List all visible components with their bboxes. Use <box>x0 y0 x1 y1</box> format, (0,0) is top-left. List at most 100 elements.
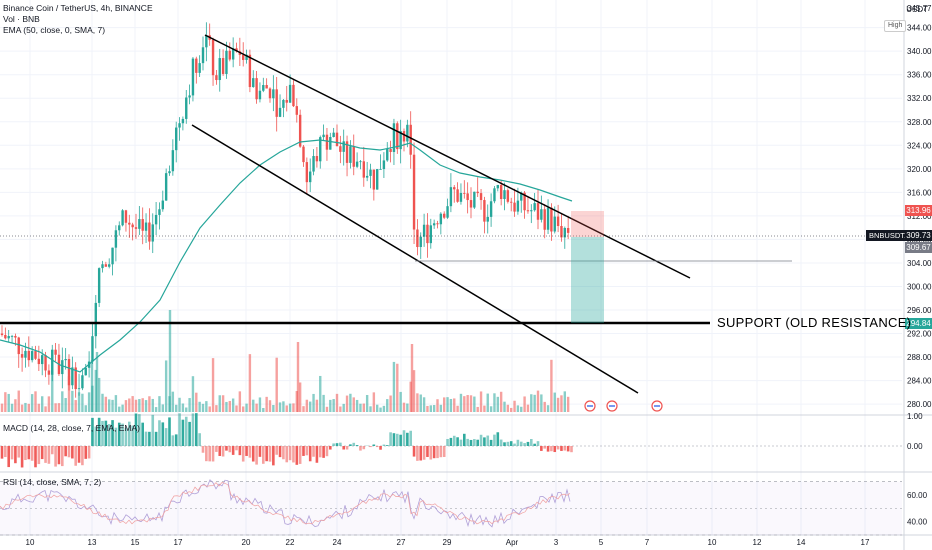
ema-legend[interactable]: EMA (50, close, 0, SMA, 7) <box>3 25 106 35</box>
volume-bar <box>262 407 265 412</box>
macd-histogram-bar <box>218 446 222 456</box>
volume-bar <box>134 399 138 412</box>
candle-body <box>386 149 389 161</box>
candle-body <box>486 216 489 222</box>
macd-histogram-bar <box>318 446 322 458</box>
volume-bar <box>154 407 158 412</box>
volume-bar <box>309 401 312 412</box>
volume-bar <box>409 381 412 412</box>
macd-histogram-bar <box>355 445 359 446</box>
candle-body <box>94 302 97 337</box>
candle-body <box>258 90 262 100</box>
volume-bar <box>0 403 4 412</box>
symbol-legend[interactable]: Binance Coin / TetherUS, 4h, BINANCE <box>3 3 153 13</box>
candle-body <box>275 89 278 117</box>
macd-histogram-bar <box>516 439 520 446</box>
candle-body <box>449 187 453 207</box>
candle-body <box>161 200 164 210</box>
volume-bar <box>51 370 54 412</box>
candle-body <box>41 355 44 365</box>
volume-bar <box>499 391 503 412</box>
volume-bar <box>272 404 275 412</box>
macd-histogram-bar <box>409 430 412 446</box>
volume-bar <box>81 393 84 412</box>
volume-bar <box>151 398 154 412</box>
candle-body <box>359 161 362 163</box>
macd-histogram-bar <box>396 433 399 446</box>
macd-histogram-bar <box>221 446 225 457</box>
macd-histogram-bar <box>91 417 94 446</box>
macd-histogram-bar <box>399 434 402 446</box>
candle-body <box>563 227 566 238</box>
candle-body <box>553 216 556 232</box>
volume-bar <box>469 395 473 412</box>
candle-body <box>255 78 258 100</box>
candle-body <box>443 213 446 218</box>
macd-histogram-bar <box>121 423 124 446</box>
candle-body <box>523 192 526 211</box>
macd-legend[interactable]: MACD (14, 28, close, 7, EMA, EMA) <box>3 423 140 433</box>
candle-body <box>285 99 288 103</box>
time-tick-label: Apr <box>506 538 519 547</box>
time-tick-label: 17 <box>174 538 183 547</box>
candle-body <box>426 224 429 244</box>
macd-histogram-bar <box>188 421 191 446</box>
candle-body <box>178 123 181 128</box>
macd-histogram-bar <box>429 446 433 460</box>
rsi-line <box>0 479 571 528</box>
support-annotation[interactable]: SUPPORT (OLD RESISTANCE) <box>717 315 912 330</box>
macd-histogram-bar <box>473 439 476 446</box>
high-button[interactable]: High <box>884 20 907 32</box>
candle-body <box>188 95 191 98</box>
candle-body <box>530 210 533 212</box>
volume-bar <box>426 405 429 412</box>
candle-body <box>540 209 543 220</box>
volume-bar <box>235 405 238 412</box>
candle-body <box>215 75 218 81</box>
candle-body <box>185 97 188 119</box>
macd-histogram-bar <box>87 446 91 459</box>
macd-histogram-bar <box>84 446 88 459</box>
volume-bar <box>556 397 560 412</box>
volume-bar <box>41 396 44 412</box>
volume-bar <box>432 405 436 412</box>
volume-bar <box>530 394 533 412</box>
candle-body <box>191 58 195 96</box>
macd-histogram-bar <box>282 446 285 460</box>
macd-histogram-bar <box>426 446 429 457</box>
volume-legend[interactable]: Vol · BNB <box>3 14 40 24</box>
macd-histogram-bar <box>375 446 379 448</box>
macd-histogram-bar <box>452 435 456 446</box>
volume-bar <box>20 404 24 412</box>
candle-body <box>181 118 185 124</box>
candle-body <box>298 114 302 147</box>
candle-body <box>520 192 523 201</box>
candle-body <box>288 84 292 103</box>
candle-body <box>51 349 54 375</box>
macd-histogram-bar <box>262 446 265 464</box>
macd-histogram-bar <box>352 442 356 446</box>
volume-bar <box>550 359 553 412</box>
candle-body <box>536 203 540 220</box>
macd-histogram-bar <box>117 422 121 446</box>
volume-bar <box>148 396 151 412</box>
macd-histogram-bar <box>57 446 61 465</box>
volume-bar <box>322 394 325 412</box>
macd-histogram-bar <box>71 446 74 459</box>
macd-histogram-bar <box>168 417 171 446</box>
volume-bar <box>128 398 131 412</box>
macd-histogram-bar <box>533 443 536 446</box>
candle-body <box>506 190 510 202</box>
rsi-legend[interactable]: RSI (14, close, SMA, 7, 2) <box>3 477 102 487</box>
volume-bar <box>443 397 446 412</box>
candle-body <box>81 375 84 389</box>
macd-histogram-bar <box>466 438 469 446</box>
candle-body <box>7 336 10 339</box>
macd-histogram-bar <box>10 446 14 460</box>
macd-histogram-bar <box>77 446 81 463</box>
macd-histogram-bar <box>379 446 382 450</box>
macd-histogram-bar <box>530 439 533 446</box>
candle-body <box>171 150 175 172</box>
